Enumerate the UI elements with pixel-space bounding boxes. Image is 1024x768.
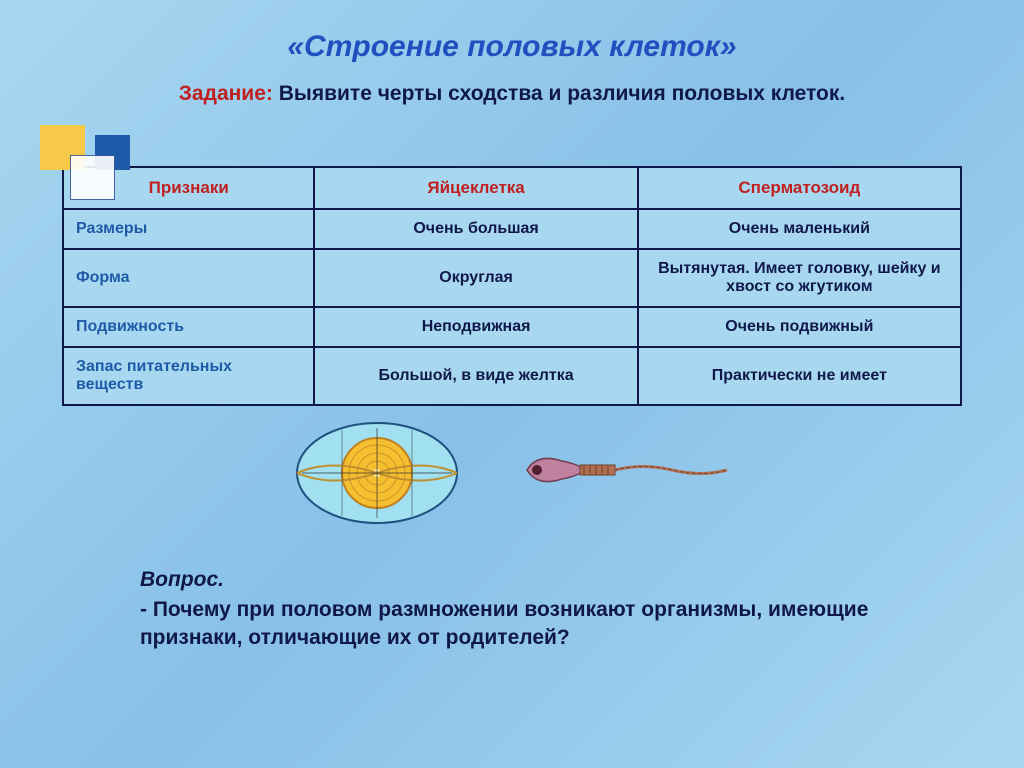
row-label-size: Размеры — [63, 209, 314, 249]
slide-subtitle: Задание: Выявите черты сходства и различ… — [0, 82, 1024, 106]
table-row: Подвижность Неподвижная Очень подвижный — [63, 307, 961, 347]
task-label: Задание: — [179, 82, 273, 105]
cell-sperm-mobility: Очень подвижный — [638, 307, 961, 347]
decorative-squares — [40, 125, 130, 215]
header-egg: Яйцеклетка — [314, 167, 637, 209]
cell-egg-shape: Округлая — [314, 249, 637, 307]
table-row: Запас питательных веществ Большой, в вид… — [63, 347, 961, 405]
question-text: - Почему при половом размножении возника… — [140, 596, 920, 653]
cell-sperm-nutrients: Практически не имеет — [638, 347, 961, 405]
table-header-row: Признаки Яйцеклетка Сперматозоид — [63, 167, 961, 209]
comparison-table-wrap: Признаки Яйцеклетка Сперматозоид Размеры… — [62, 166, 962, 406]
row-label-nutrients: Запас питательных веществ — [63, 347, 314, 405]
cell-egg-size: Очень большая — [314, 209, 637, 249]
question-block: Вопрос. - Почему при половом размножении… — [140, 568, 920, 653]
question-label: Вопрос. — [140, 568, 920, 592]
row-label-shape: Форма — [63, 249, 314, 307]
task-text: Выявите черты сходства и различия половы… — [273, 82, 845, 105]
sperm-cell-icon — [522, 418, 732, 533]
egg-cell-icon — [292, 418, 462, 533]
cell-egg-nutrients: Большой, в виде желтка — [314, 347, 637, 405]
cell-images — [0, 418, 1024, 533]
cell-egg-mobility: Неподвижная — [314, 307, 637, 347]
cell-sperm-size: Очень маленький — [638, 209, 961, 249]
comparison-table: Признаки Яйцеклетка Сперматозоид Размеры… — [62, 166, 962, 406]
header-sperm: Сперматозоид — [638, 167, 961, 209]
row-label-mobility: Подвижность — [63, 307, 314, 347]
table-row: Форма Округлая Вытянутая. Имеет головку,… — [63, 249, 961, 307]
table-row: Размеры Очень большая Очень маленький — [63, 209, 961, 249]
slide-title: «Строение половых клеток» — [0, 0, 1024, 64]
cell-sperm-shape: Вытянутая. Имеет головку, шейку и хвост … — [638, 249, 961, 307]
